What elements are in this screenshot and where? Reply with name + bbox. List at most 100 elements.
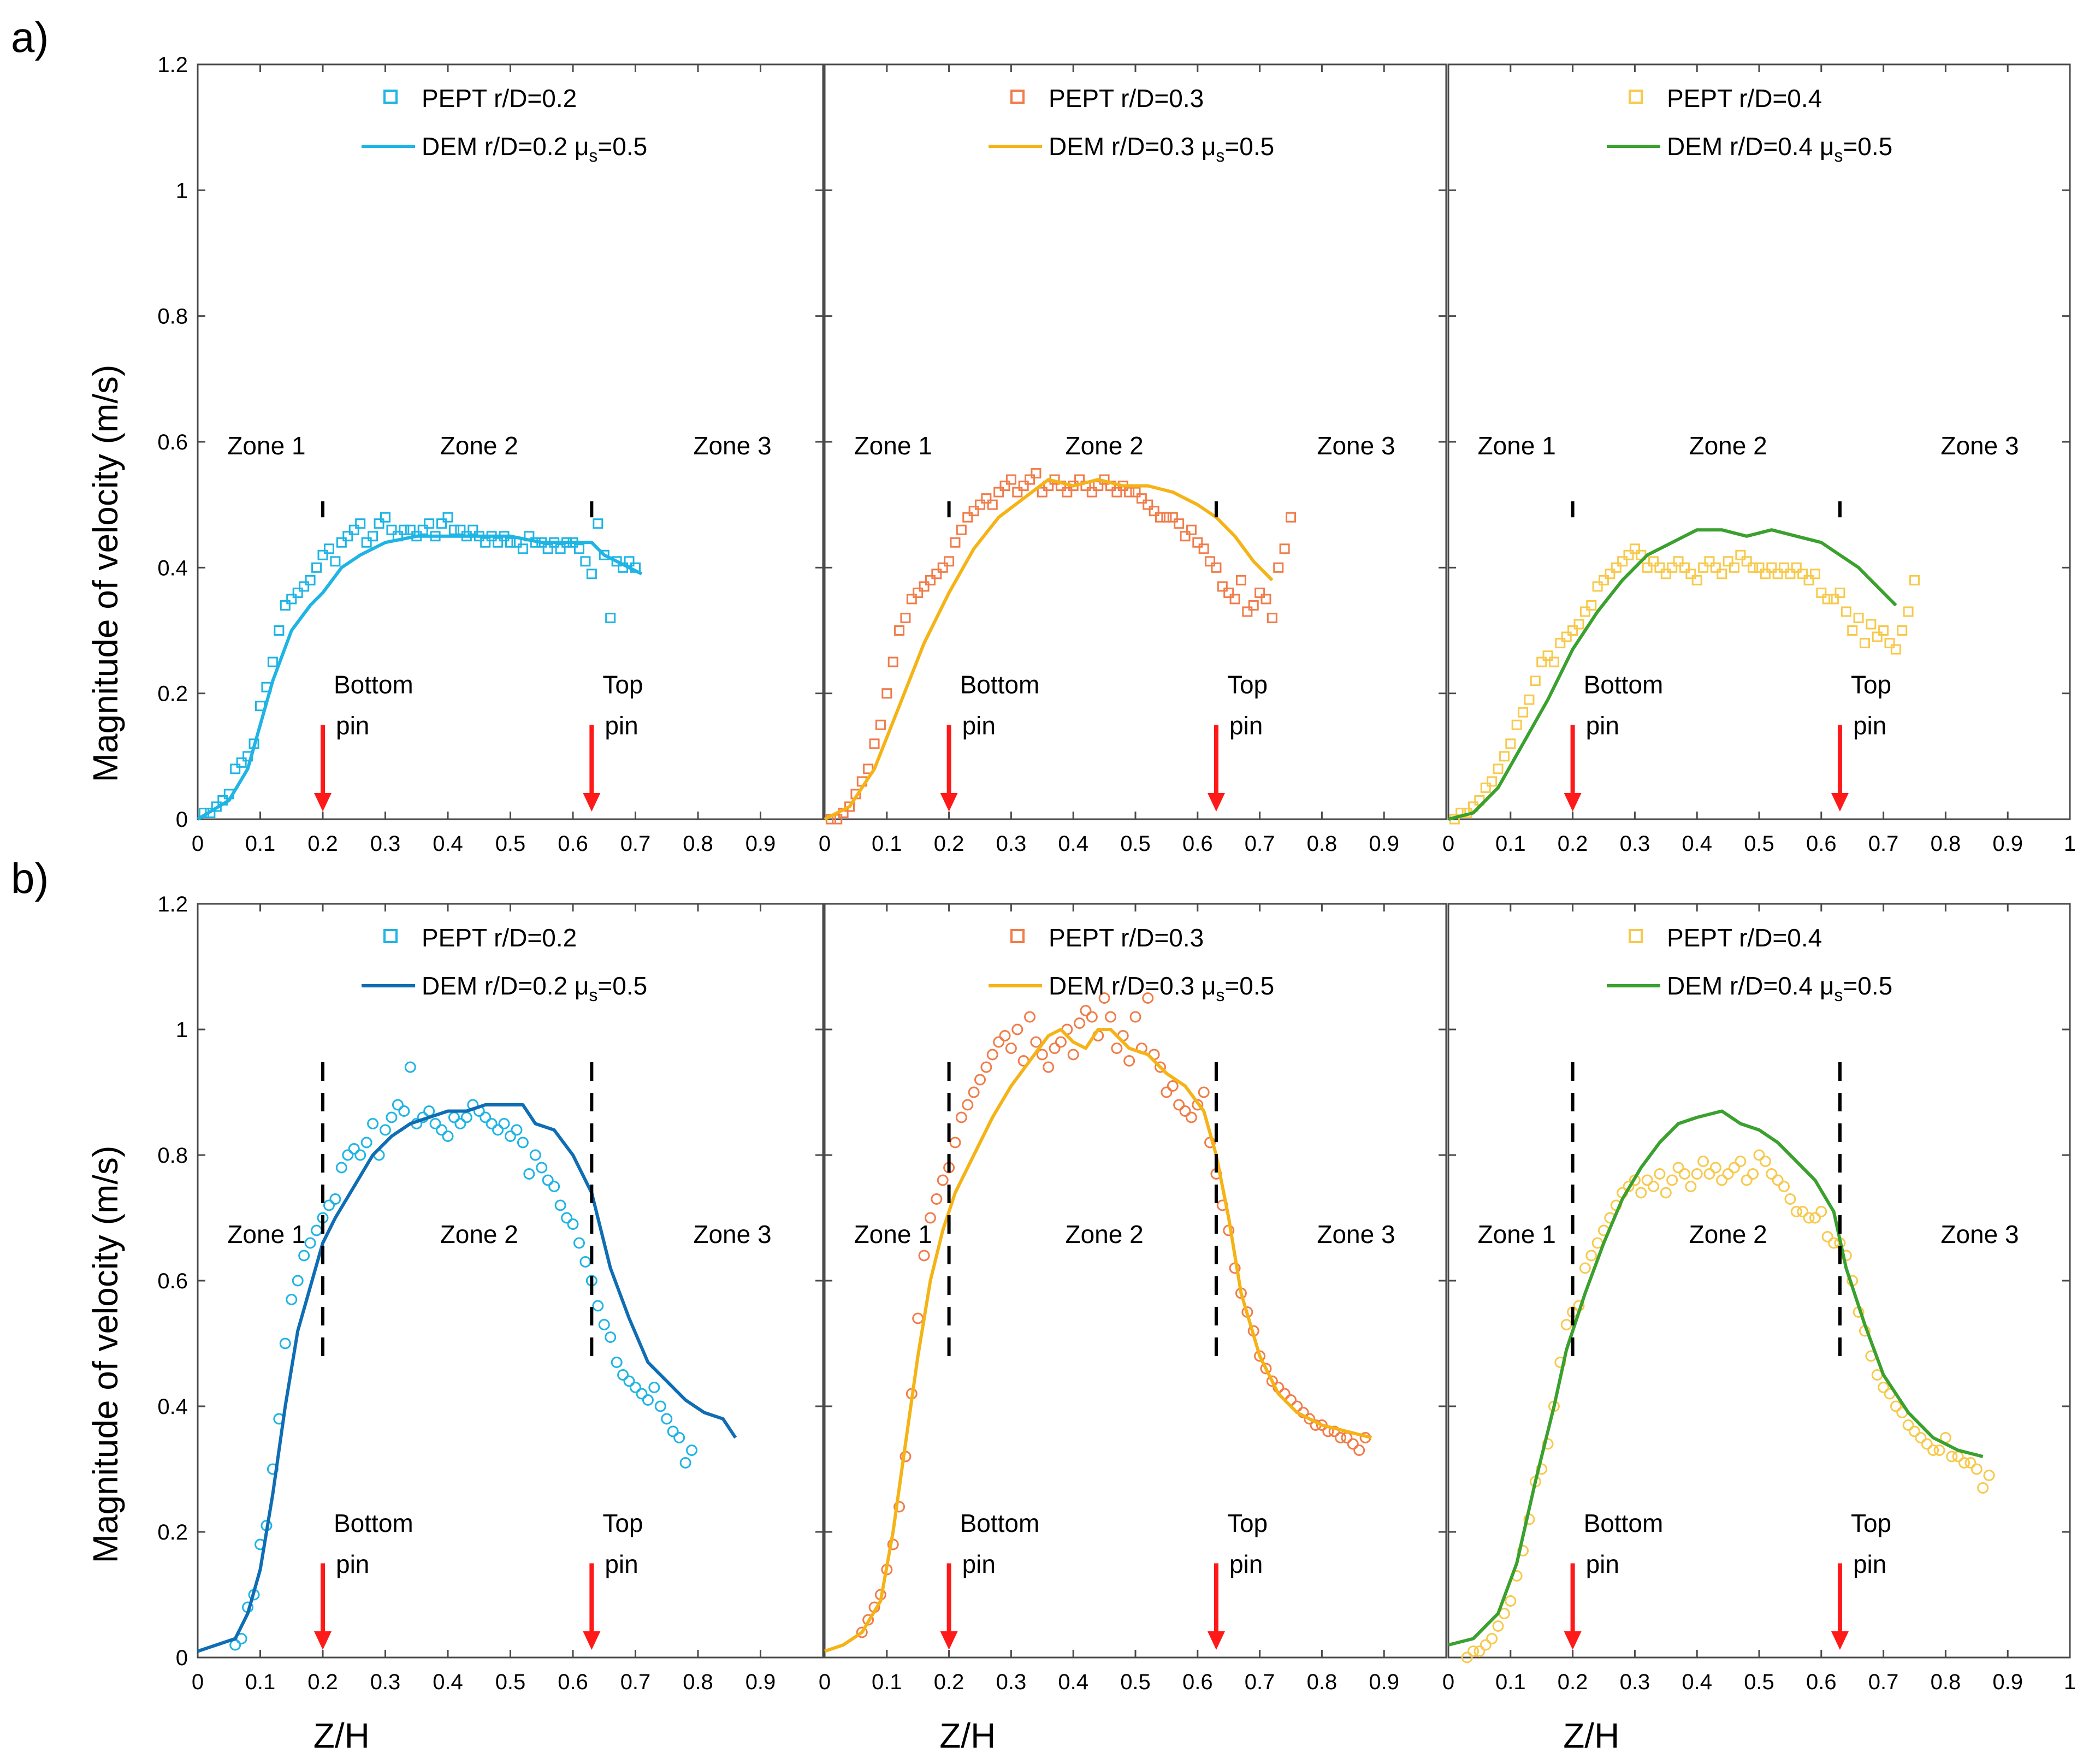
zone-label: Zone 2 bbox=[1689, 431, 1767, 460]
pept-point bbox=[679, 1457, 691, 1469]
pept-point bbox=[448, 524, 459, 535]
pept-point bbox=[993, 487, 1004, 498]
pept-point bbox=[975, 499, 985, 510]
pept-point bbox=[1586, 600, 1597, 611]
pept-point bbox=[931, 569, 942, 579]
x-tick-label: 0.5 bbox=[1120, 832, 1151, 856]
pin-arrow-head bbox=[1564, 1631, 1582, 1650]
pept-point bbox=[1474, 1645, 1486, 1657]
legend-label-dem: DEM r/D=0.4 μs=0.5 bbox=[1667, 972, 1892, 1005]
pept-point bbox=[1673, 556, 1684, 567]
pept-point bbox=[586, 569, 597, 579]
axes-box bbox=[1447, 903, 2071, 1659]
pept-point bbox=[1872, 631, 1883, 642]
pept-point bbox=[1579, 606, 1590, 617]
pept-point bbox=[1179, 1105, 1191, 1117]
pept-point bbox=[1623, 549, 1634, 560]
pept-point bbox=[374, 518, 384, 529]
pept-point bbox=[1104, 1011, 1116, 1023]
x-tick-label: 0.7 bbox=[620, 832, 651, 856]
pept-point bbox=[1772, 1174, 1784, 1186]
pept-point bbox=[1155, 512, 1166, 523]
x-tick-label: 0.1 bbox=[1495, 1670, 1526, 1694]
pept-point bbox=[1024, 1011, 1036, 1023]
x-tick-label: 0.1 bbox=[1495, 832, 1526, 856]
zone-label: Zone 3 bbox=[1317, 1220, 1395, 1248]
pept-point bbox=[468, 524, 478, 535]
legend-label-dem: DEM r/D=0.2 μs=0.5 bbox=[422, 132, 647, 165]
pept-point bbox=[1185, 1111, 1197, 1123]
pept-point bbox=[517, 1136, 529, 1149]
pept-point bbox=[348, 524, 359, 535]
pin-arrow-head bbox=[1207, 1631, 1225, 1650]
y-tick-label: 0.4 bbox=[157, 1395, 188, 1419]
pept-point bbox=[673, 1432, 685, 1443]
x-tick-label: 0.3 bbox=[996, 1670, 1027, 1694]
pept-point bbox=[305, 575, 316, 585]
bottom-pin-label: Bottom bbox=[334, 1509, 413, 1537]
pept-point bbox=[686, 1445, 698, 1456]
pept-point bbox=[912, 1312, 924, 1324]
pept-point bbox=[1031, 468, 1042, 479]
pept-point bbox=[1124, 487, 1135, 498]
pept-point bbox=[517, 543, 528, 554]
y-tick-label: 0.2 bbox=[157, 1520, 188, 1544]
legend-label-dem: DEM r/D=0.3 μs=0.5 bbox=[1049, 972, 1274, 1005]
pept-point bbox=[599, 549, 609, 560]
pept-point bbox=[1772, 569, 1783, 579]
pept-point bbox=[955, 1111, 967, 1123]
pin-arrow-head bbox=[314, 1631, 332, 1650]
x-tick-label: 0.8 bbox=[683, 1670, 713, 1694]
pept-point bbox=[1161, 512, 1172, 523]
pept-point bbox=[1143, 499, 1153, 510]
pept-point bbox=[869, 738, 880, 749]
x-tick-label: 0.8 bbox=[1307, 1670, 1338, 1694]
pept-point bbox=[1722, 1168, 1734, 1180]
x-tick-label: 0.5 bbox=[1744, 1670, 1774, 1694]
pept-point bbox=[380, 1124, 391, 1136]
pept-point bbox=[1753, 1149, 1765, 1161]
pept-point bbox=[1611, 562, 1622, 573]
pept-point bbox=[1778, 1181, 1790, 1192]
pept-point bbox=[1741, 1174, 1753, 1186]
x-tick-label: 0.9 bbox=[745, 1670, 776, 1694]
pept-point bbox=[1654, 562, 1665, 573]
pept-point bbox=[330, 556, 341, 567]
top-pin-label: Top bbox=[1227, 671, 1268, 699]
pept-point bbox=[1186, 524, 1197, 535]
bottom-pin-label: Bottom bbox=[334, 671, 413, 699]
x-tick-label: 0.6 bbox=[1806, 1670, 1837, 1694]
axes-box bbox=[197, 903, 824, 1659]
x-tick-label: 0.7 bbox=[1868, 832, 1899, 856]
x-tick-label: 0.4 bbox=[1682, 832, 1712, 856]
pept-point bbox=[505, 1130, 516, 1142]
pept-point bbox=[417, 524, 428, 535]
pept-point bbox=[286, 1294, 298, 1305]
pept-point bbox=[1555, 638, 1566, 649]
pept-point bbox=[968, 1086, 980, 1098]
x-tick-label: 0.6 bbox=[1182, 832, 1213, 856]
pin-arrow-head bbox=[940, 793, 958, 812]
pept-point bbox=[561, 1212, 573, 1224]
bottom-pin-label-2: pin bbox=[336, 712, 369, 740]
pept-point bbox=[1909, 575, 1920, 585]
y-tick-label: 0.4 bbox=[157, 556, 188, 580]
y-tick-label: 0.6 bbox=[157, 1269, 188, 1293]
dem-line bbox=[824, 478, 1274, 821]
x-tick-label: 0.4 bbox=[1058, 832, 1088, 856]
zone-label: Zone 3 bbox=[1940, 1220, 2019, 1248]
pept-point bbox=[1487, 776, 1498, 787]
x-tick-label: 0.2 bbox=[934, 1670, 964, 1694]
pept-point bbox=[1136, 493, 1147, 504]
pept-point bbox=[523, 1168, 535, 1180]
pept-point bbox=[1785, 569, 1796, 579]
pept-point bbox=[1542, 1438, 1554, 1450]
pept-point bbox=[529, 1149, 541, 1161]
pept-point bbox=[1791, 562, 1802, 573]
pept-point bbox=[336, 537, 347, 548]
legend-marker-pept bbox=[1629, 929, 1643, 943]
top-pin-label: Top bbox=[602, 1509, 643, 1537]
legend-label-pept: PEPT r/D=0.2 bbox=[422, 924, 577, 952]
pept-point bbox=[355, 518, 366, 529]
